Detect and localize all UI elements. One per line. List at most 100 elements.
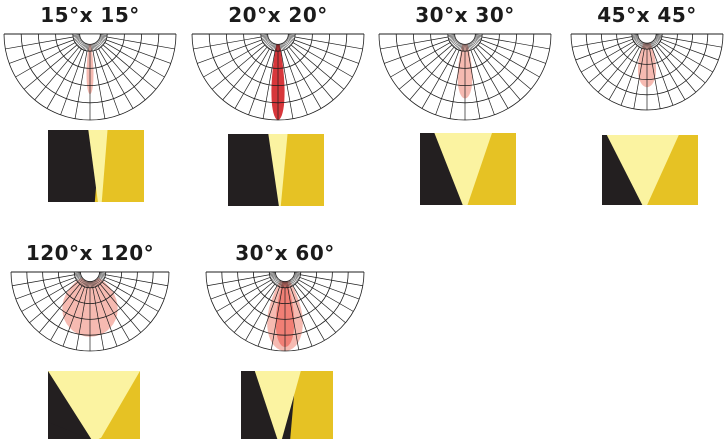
polar-spoke [38, 283, 81, 333]
polar-spoke [203, 42, 264, 78]
polar-spoke [283, 50, 308, 115]
polar-spoke [294, 39, 359, 64]
polar-spoke [286, 48, 322, 109]
polar-spoke [481, 36, 550, 50]
polar-hub [79, 33, 101, 45]
polar-spoke [656, 45, 697, 93]
polar-spoke [92, 287, 105, 350]
polar-spoke [661, 36, 722, 48]
polar-spoke [15, 42, 76, 78]
polar-spoke [97, 285, 130, 341]
polar-spoke [106, 39, 171, 64]
beam-angle-title: 15°x 15° [40, 3, 140, 27]
polar-spoke [390, 42, 451, 78]
polar-spoke [620, 48, 643, 106]
polar-spoke [449, 50, 463, 119]
beam-pattern-swatch [228, 134, 324, 206]
polar-spoke [380, 36, 449, 50]
polar-diagram [191, 33, 365, 121]
beam-panel-30x60: 30°x 60° [195, 238, 375, 439]
polar-spoke [651, 48, 674, 106]
beam-panel-30x30: 30°x 30° [375, 0, 555, 205]
polar-spoke [588, 43, 636, 84]
polar-spoke [197, 39, 262, 64]
polar-spoke [62, 286, 85, 347]
polar-spoke [597, 45, 638, 93]
beam-pattern-swatch [48, 371, 140, 439]
polar-spoke [21, 279, 77, 312]
polar-spoke [102, 44, 157, 90]
polar-spoke [608, 46, 640, 100]
polar-spoke [581, 41, 635, 73]
polar-spoke [290, 286, 313, 347]
beam-panel-15x15: 15°x 15° [0, 0, 180, 202]
swatch-light-cone [48, 371, 140, 439]
polar-spoke [299, 277, 360, 300]
swatch-yellow-band [94, 130, 144, 202]
beam-angle-title: 20°x 20° [228, 3, 328, 27]
beam-panel-20x20: 20°x 20° [188, 0, 368, 206]
polar-spoke [46, 48, 82, 109]
polar-spoke [470, 50, 495, 115]
beam-panel-45x45: 45°x 45° [557, 0, 727, 205]
polar-spoke [257, 286, 280, 347]
polar-spoke [409, 46, 455, 101]
polar-diagram [378, 33, 552, 121]
polar-spoke [222, 46, 268, 101]
polar-spoke [481, 39, 546, 64]
beam-angle-title: 30°x 30° [415, 3, 515, 27]
polar-spoke [101, 281, 151, 324]
polar-diagram [205, 271, 365, 352]
polar-diagram [10, 271, 170, 352]
polar-spoke [104, 42, 165, 78]
polar-spoke [575, 38, 633, 61]
beam-angle-title: 120°x 120° [25, 241, 155, 265]
polar-spoke [294, 283, 337, 333]
polar-spoke [5, 36, 74, 50]
polar-spoke [572, 36, 633, 48]
polar-spoke [224, 281, 274, 324]
polar-spoke [421, 48, 457, 109]
polar-hub [267, 33, 289, 45]
polar-hub [637, 33, 657, 44]
swatch-dark-corner [48, 422, 90, 439]
polar-spoke [467, 50, 481, 119]
polar-spoke [74, 50, 88, 119]
polar-spoke [659, 41, 713, 73]
swatch-light-cone [268, 134, 288, 206]
polar-spoke [95, 286, 118, 347]
swatch-yellow-band [279, 134, 324, 206]
swatch-light-cone [606, 135, 679, 205]
swatch-yellow-band [290, 371, 333, 439]
swatch-light-cone [254, 371, 301, 439]
polar-spoke [104, 277, 165, 300]
beam-pattern-swatch [602, 135, 698, 205]
polar-spoke [292, 42, 353, 78]
polar-spoke [50, 285, 83, 341]
polar-spoke [292, 285, 325, 341]
polar-spoke [398, 44, 453, 90]
polar-spoke [287, 287, 300, 350]
polar-hub [275, 271, 295, 282]
polar-spoke [75, 287, 88, 350]
beam-panel-120x120: 120°x 120° [0, 238, 180, 439]
polar-spoke [300, 274, 363, 287]
polar-spoke [233, 283, 276, 333]
polar-spoke [654, 46, 686, 100]
polar-spoke [633, 48, 645, 109]
polar-spoke [290, 44, 345, 90]
polar-spoke [473, 48, 509, 109]
polar-spoke [384, 39, 449, 64]
polar-spoke [280, 50, 294, 119]
polar-spoke [34, 46, 80, 101]
polar-spoke [100, 46, 146, 101]
polar-spoke [98, 48, 134, 109]
beam-pattern-swatch [420, 133, 516, 205]
polar-spoke [649, 48, 661, 109]
polar-spoke [216, 279, 272, 312]
polar-spoke [288, 46, 334, 101]
polar-spoke [106, 36, 175, 50]
polar-spoke [296, 281, 346, 324]
beam-pattern-swatch [48, 130, 144, 202]
polar-spoke [262, 50, 276, 119]
